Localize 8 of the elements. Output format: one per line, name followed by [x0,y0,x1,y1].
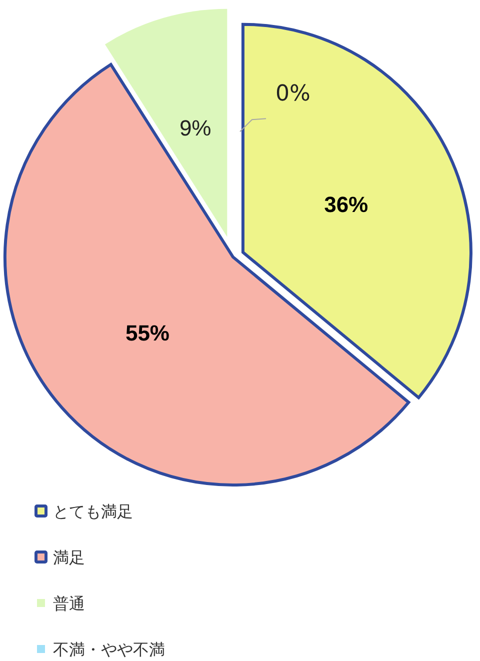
legend-label: 不満・やや不満 [53,640,165,659]
data-label: 9% [179,115,212,140]
legend-label: 普通 [53,594,85,613]
legend-label: とても満足 [53,502,133,521]
data-label: 55% [125,320,170,346]
text: 0% [276,82,310,107]
data-label: 36% [324,192,368,217]
legend-label: 満足 [53,548,85,567]
